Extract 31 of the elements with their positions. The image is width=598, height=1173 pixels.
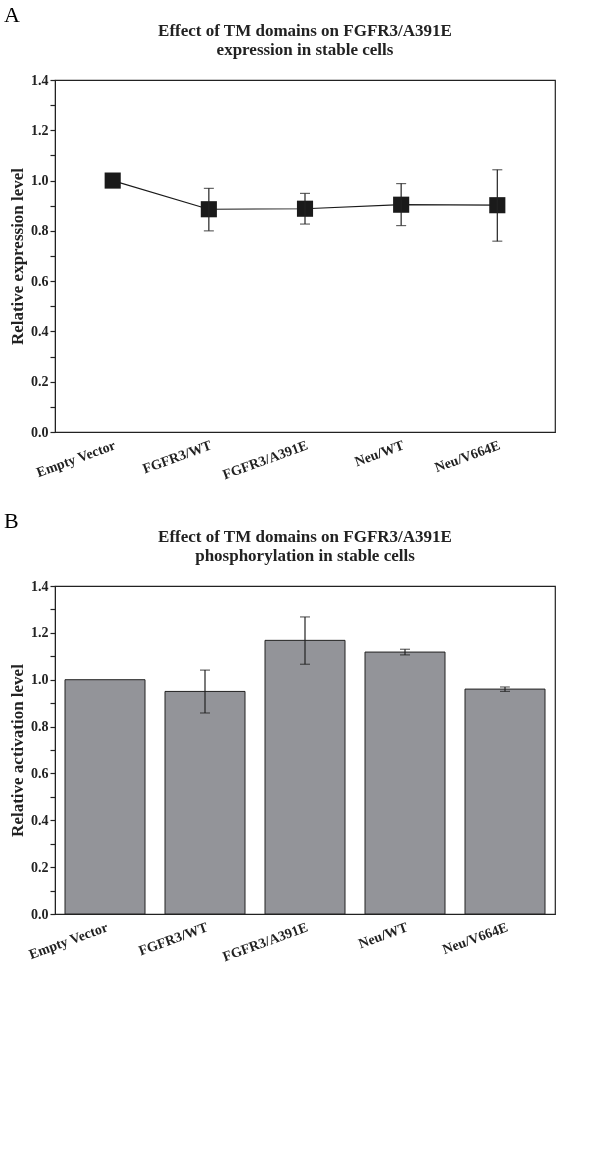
chart-title: Effect of TM domains on FGFR3/A391E phosphorylation in stable cells xyxy=(158,527,452,565)
y-tick-label: 0.8 xyxy=(31,719,49,735)
y-tick-label: 1.2 xyxy=(31,122,49,138)
point xyxy=(393,196,410,213)
text: A xyxy=(4,2,20,28)
y-tick-label: 0.6 xyxy=(31,273,49,289)
bar xyxy=(64,679,146,915)
bar xyxy=(364,651,446,915)
chart-title: Effect of TM domains on FGFR3/A391E expression in stable cells xyxy=(158,21,452,59)
x-tick-label: Empty Vector xyxy=(34,437,118,480)
point xyxy=(489,197,506,214)
y-tick-label: 0.2 xyxy=(31,859,49,875)
y-tick-label: 1.4 xyxy=(31,578,49,594)
y-tick-label: 1.0 xyxy=(31,672,49,688)
y-tick-label: 0.0 xyxy=(31,424,49,440)
y-axis-title: Relative expression level xyxy=(8,167,27,346)
x-tick-label: Empty Vector xyxy=(26,919,110,962)
y-tick-label: 1.0 xyxy=(31,173,49,189)
bar xyxy=(464,688,546,915)
y-tick-label: 1.4 xyxy=(31,72,49,88)
y-tick-label: 1.2 xyxy=(31,625,49,641)
point xyxy=(104,172,121,189)
y-tick-label: 0.4 xyxy=(31,323,49,339)
y-tick-label: 0.6 xyxy=(31,765,49,781)
y-tick-label: 0.8 xyxy=(31,223,49,239)
point xyxy=(200,201,217,218)
y-tick-label: 0.4 xyxy=(31,812,49,828)
y-axis-title: Relative activation level xyxy=(8,663,27,837)
y-tick-label: 0.2 xyxy=(31,374,49,390)
text: B xyxy=(4,508,19,534)
y-tick-label: 0.0 xyxy=(31,906,49,922)
